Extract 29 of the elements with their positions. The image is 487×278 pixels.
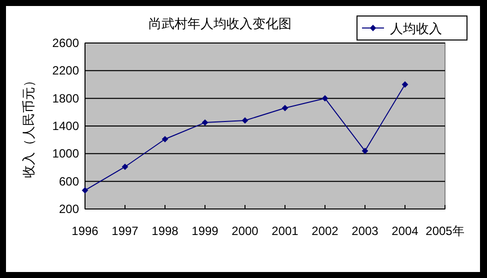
x-tick-label: 1999 <box>192 224 219 238</box>
y-tick-label: 2200 <box>52 64 80 78</box>
x-tick-label: 1997 <box>112 224 139 238</box>
point <box>362 148 368 154</box>
x-tick-label: 1998 <box>152 224 179 238</box>
x-tick-label: 2005年 <box>426 224 464 238</box>
chart-title: 尚武村年人均收入变化图 <box>148 16 292 31</box>
x-tick-label: 2000 <box>232 224 259 238</box>
point <box>322 95 328 102</box>
y-tick-label: 1800 <box>52 91 80 106</box>
y-tick-label: 600 <box>58 174 80 188</box>
point <box>242 117 248 124</box>
point <box>202 119 208 126</box>
point <box>282 104 288 112</box>
point <box>402 81 408 88</box>
legend-label: 人均收入 <box>390 21 442 36</box>
y-tick-label: 200 <box>58 202 80 216</box>
x-tick-label: 2003 <box>352 224 379 238</box>
x-tick-label: 2001 <box>272 224 299 238</box>
y-axis-title: 收入（人民币元） <box>21 74 36 178</box>
x-tick-label: 2004 <box>392 224 419 238</box>
y-tick-label: 1400 <box>52 119 80 133</box>
point <box>122 164 128 170</box>
y-tick-label: 1000 <box>52 146 80 161</box>
x-tick-label: 1996 <box>72 224 99 238</box>
x-tick-label: 2002 <box>312 224 339 238</box>
y-tick-label: 2600 <box>52 36 80 50</box>
point <box>82 187 88 194</box>
point <box>162 136 168 142</box>
